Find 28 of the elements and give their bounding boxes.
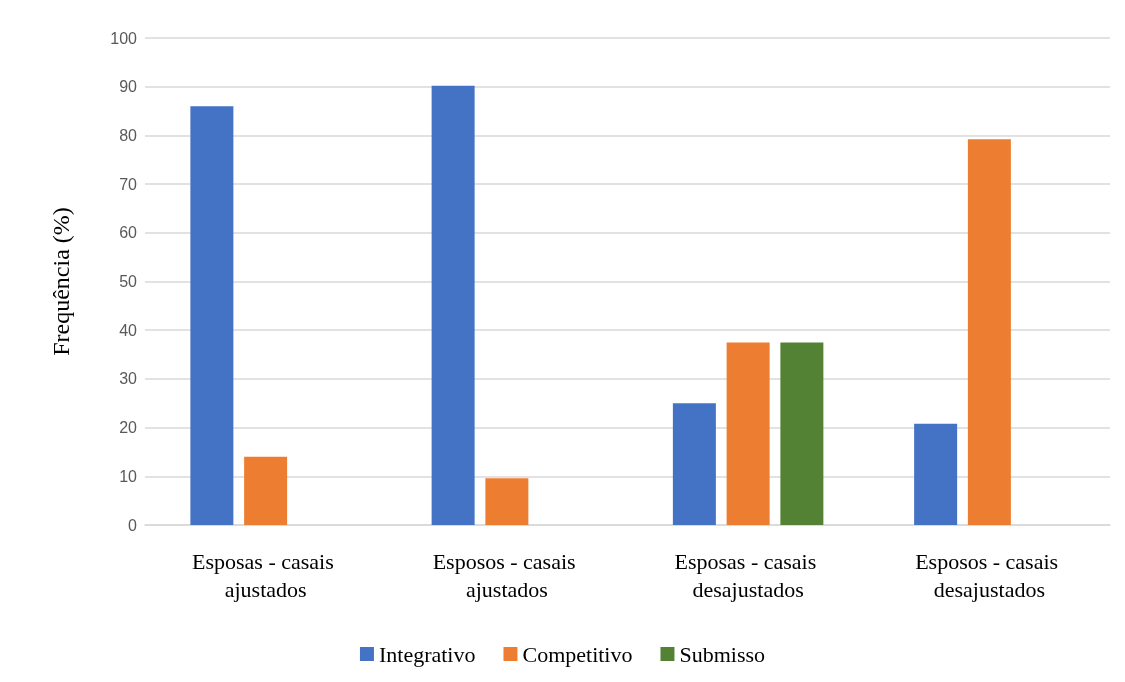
y-tick-label: 90 — [119, 78, 138, 96]
legend-label: Integrativo — [378, 641, 476, 667]
bar — [672, 403, 716, 525]
bar — [244, 456, 288, 525]
x-tick-label: Esposas - casais desajustados — [674, 548, 822, 602]
y-tick-label: 40 — [119, 321, 138, 339]
y-tick-label: 30 — [119, 370, 138, 388]
legend-label: Submisso — [679, 641, 766, 667]
y-tick-label: 100 — [110, 29, 138, 47]
bar — [485, 478, 529, 525]
x-tick-label: Esposos - casais ajustados — [432, 548, 582, 602]
y-tick-label: 0 — [128, 516, 138, 534]
y-axis-title: Frequência (%) — [48, 207, 74, 356]
x-tick-label: Esposas - casais ajustados — [192, 548, 340, 602]
bar — [967, 139, 1011, 525]
y-tick-label: 50 — [119, 273, 138, 290]
bar — [914, 423, 958, 525]
y-tick-label: 10 — [119, 467, 138, 485]
bar — [431, 85, 475, 525]
bar — [780, 342, 824, 525]
bar — [726, 342, 770, 525]
bar — [190, 106, 234, 525]
y-tick-label: 70 — [119, 175, 138, 193]
y-tick-label: 20 — [119, 419, 138, 437]
y-tick-label: 80 — [119, 126, 138, 144]
y-tick-label: 60 — [119, 224, 138, 242]
legend-label: Competitivo — [522, 641, 633, 667]
x-tick-label: Esposos - casais desajustados — [915, 548, 1064, 602]
